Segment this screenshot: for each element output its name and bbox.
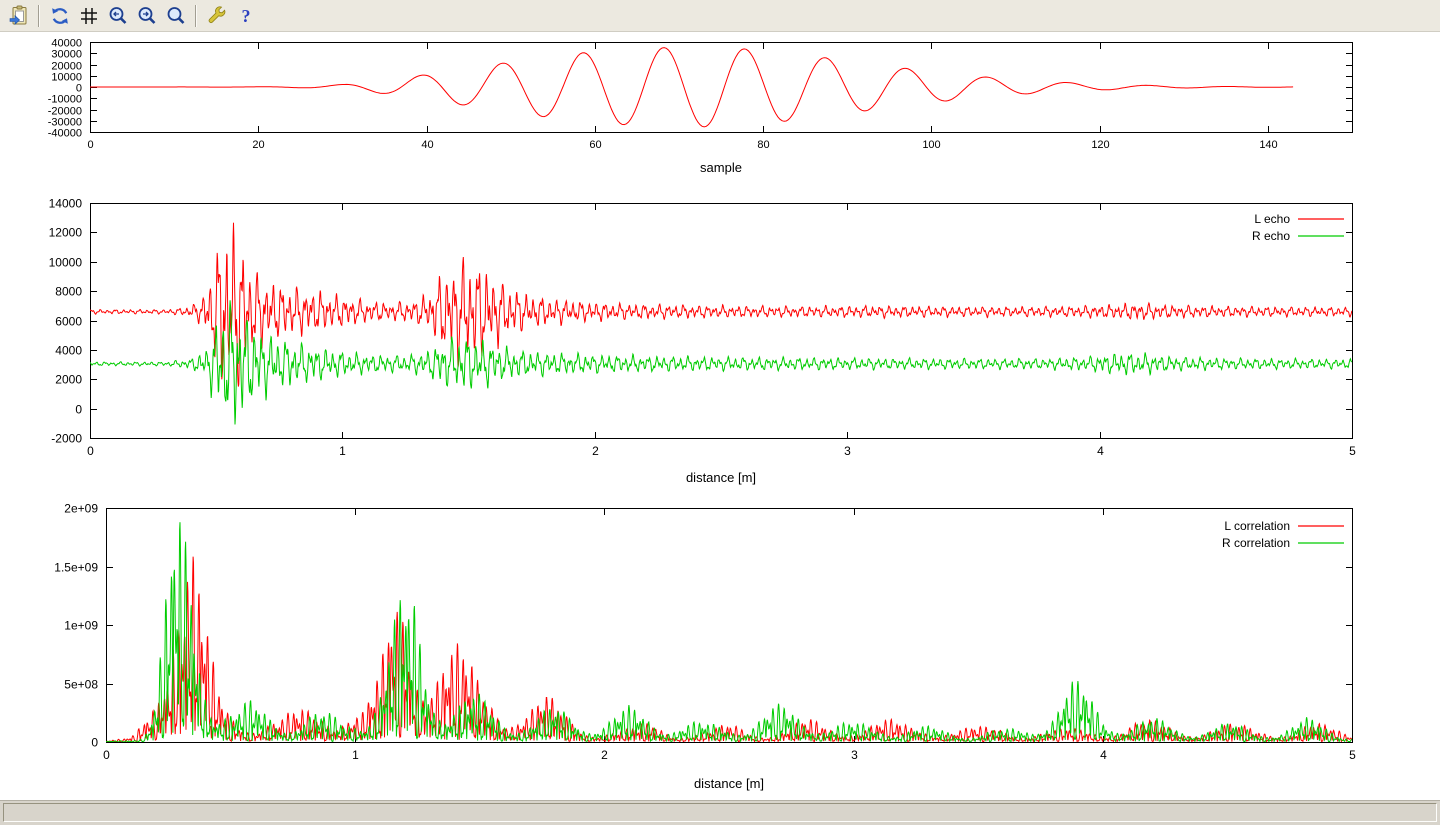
y-tick-label: 30000 [51,49,82,61]
x-tick-label: 3 [844,444,851,458]
x-tick-label: 120 [1091,139,1109,151]
correlation-chart[interactable]: 0 1 2 3 4 5 0 5e+08 1e+09 1.5e+09 2e+09 L correlati… [0,495,1440,800]
y-tick-label: 10000 [51,72,82,84]
y-tick-label: 6000 [55,315,82,329]
copy-clipboard-button[interactable] [5,3,32,29]
y-tick-label: 1e+09 [64,619,98,633]
y-tick-label: -2000 [51,432,82,446]
zoom-previous-button[interactable] [104,3,131,29]
help-button[interactable]: ? [232,3,259,29]
series-r-echo [90,300,1352,425]
y-tick-label: 1.5e+09 [54,561,98,575]
echo-chart[interactable]: 0 1 2 3 4 5 -2000 0 2000 4000 6000 8000 10000 12000 14… [0,192,1440,495]
x-tick-label: 1 [352,748,359,762]
x-tick-label: 140 [1259,139,1277,151]
x-axis-label: distance [m] [686,470,756,485]
y-tick-label: 14000 [49,197,83,211]
toolbar-separator [38,4,40,27]
x-tick-label: 2 [601,748,608,762]
x-axis-label: sample [700,160,742,175]
plot-border [90,203,1353,439]
wrench-icon [208,5,225,23]
x-tick-label: 0 [103,748,110,762]
x-tick-label: 80 [757,139,769,151]
series-signal [90,47,1294,128]
legend-label: R echo [1252,229,1290,243]
y-tick-label: -20000 [48,106,82,118]
grid-button[interactable] [75,3,102,29]
zoom-next-button[interactable] [133,3,160,29]
replot-icon [51,7,68,24]
y-tick-label: 0 [75,403,82,417]
y-tick-label: 2000 [55,373,82,387]
status-bar [0,800,1440,825]
legend-label: L correlation [1224,519,1290,533]
toolbar-separator [195,4,197,27]
y-tick-label: 4000 [55,344,82,358]
series-r-correlation [106,522,1352,742]
y-tick-label: -10000 [48,94,82,106]
configure-button[interactable] [203,3,230,29]
x-tick-label: 3 [851,748,858,762]
x-tick-label: 100 [922,139,940,151]
autoscale-button[interactable] [162,3,189,29]
help-icon: ? [241,6,250,26]
x-axis-label: distance [m] [694,776,764,791]
y-tick-label: 8000 [55,285,82,299]
y-tick-label: 20000 [51,61,82,73]
zoom-previous-icon [109,6,126,24]
signal-chart[interactable]: 0 20 40 60 80 100 120 140 -40000-30000-20000-100… [0,32,1440,192]
x-tick-label: 5 [1349,444,1356,458]
svg-text:?: ? [241,6,250,26]
y-tick-label: 40000 [51,38,82,50]
y-tick-label: 10000 [49,256,83,270]
toolbar: ? [0,0,1440,32]
x-tick-label: 60 [589,139,601,151]
x-tick-label: 40 [421,139,433,151]
status-text [3,803,1437,822]
y-tick-label: 2e+09 [64,502,98,516]
y-tick-label: 12000 [49,226,83,240]
y-tick-label: -40000 [48,128,82,140]
y-tick-label: 0 [76,83,82,95]
plot-area: 0 20 40 60 80 100 120 140 -40000 -30000 -20000 -100… [0,32,1440,800]
x-tick-label: 2 [592,444,599,458]
autoscale-icon [167,6,184,24]
y-tick-label: -30000 [48,117,82,129]
plot-border [106,508,1353,743]
y-tick-label: 5e+08 [64,678,98,692]
x-tick-label: 20 [252,139,264,151]
clipboard-icon [9,5,26,25]
x-tick-label: 0 [87,139,93,151]
series-l-echo [90,222,1352,387]
x-tick-label: 4 [1100,748,1107,762]
grid-icon [80,7,97,24]
x-tick-label: 1 [339,444,346,458]
x-tick-label: 5 [1349,748,1356,762]
y-tick-label: 0 [91,736,98,750]
series-l-correlation [106,556,1352,742]
legend-label: R correlation [1222,536,1290,550]
zoom-next-icon [138,6,155,24]
x-tick-label: 4 [1097,444,1104,458]
replot-button[interactable] [46,3,73,29]
x-tick-label: 0 [87,444,94,458]
legend-label: L echo [1254,212,1290,226]
